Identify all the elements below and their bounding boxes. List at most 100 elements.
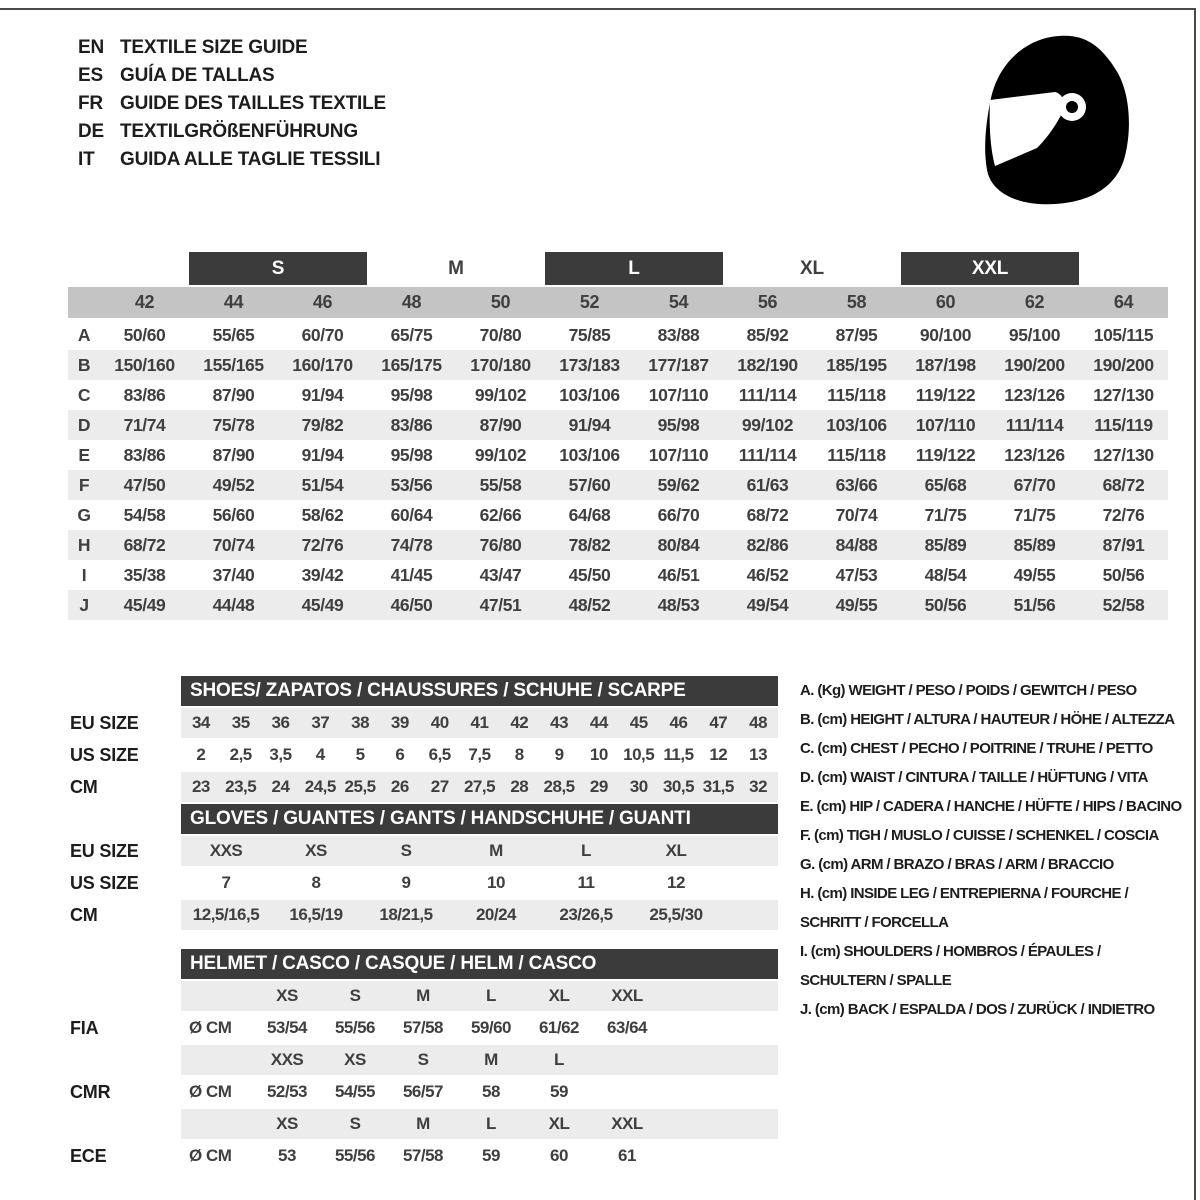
row-letter: F (78, 474, 90, 495)
size-label: S (417, 1050, 429, 1069)
measure-cell: 55/65 (212, 324, 255, 345)
helmet-table: HELMET / CASCO / CASQUE / HELM / CASCO XS… (70, 949, 778, 1171)
value-cell: 10 (589, 745, 608, 764)
measure-cell: 105/115 (1093, 324, 1154, 345)
measure-cell: 91/94 (301, 384, 344, 405)
value-cell: 9 (554, 745, 564, 764)
value-cell: 35 (231, 713, 250, 732)
measure-cell: 72/76 (301, 534, 344, 555)
measure-row-f: F 47/50 49/52 51/54 53/56 55/58 57/60 59/62 61/6… (68, 470, 1168, 500)
measure-cell: 76/80 (479, 534, 522, 555)
measure-cell: 127/130 (1093, 384, 1154, 405)
measure-cell: 56/60 (212, 504, 255, 525)
size-label: XL (548, 1114, 570, 1133)
row-band: 7 8 9 10 11 12 (181, 868, 778, 898)
value-cell: 23,5 (225, 777, 257, 796)
diameter-unit: Ø CM (189, 1018, 232, 1037)
language-row: DE TEXTILGRÖßENFÜHRUNG (78, 118, 386, 146)
value-cell: 28 (510, 777, 529, 796)
row-label: CM (70, 776, 98, 797)
measure-cell: 44/48 (212, 594, 255, 615)
diameter-unit: Ø CM (189, 1082, 232, 1101)
size-label: L (486, 986, 496, 1005)
value-band: Ø CM 52/53 54/55 56/57 58 59 (181, 1077, 778, 1107)
value-cell: 6,5 (428, 745, 452, 764)
measure-cell: 111/114 (738, 384, 797, 405)
measure-cell: 47/50 (123, 474, 166, 495)
language-list: EN TEXTILE SIZE GUIDE ES GUÍA DE TALLAS FR GU… (78, 34, 386, 174)
language-row: FR GUIDE DES TAILLES TEXTILE (78, 90, 386, 118)
measure-cell: 64/68 (568, 504, 611, 525)
value-cell: 40 (430, 713, 449, 732)
measure-cell: 49/55 (1013, 564, 1056, 585)
value-cell: 41 (470, 713, 489, 732)
value-cell: 48 (749, 713, 768, 732)
row-label: US SIZE (70, 744, 139, 765)
size-number-row: 42 44 46 48 50 52 54 56 58 60 62 64 (68, 287, 1168, 318)
row-letter: B (77, 354, 91, 375)
value-cell: 30 (629, 777, 648, 796)
measure-cell: 50/60 (123, 324, 166, 345)
row-letter: I (81, 564, 87, 585)
measure-cell: 87/95 (835, 324, 878, 345)
label-spacer (70, 804, 181, 834)
measure-cell: 95/98 (657, 414, 700, 435)
shoes-table-title: SHOES/ ZAPATOS / CHAUSSURES / SCHUHE / S… (181, 676, 778, 706)
legend-item-c: C. (cm) CHEST / PECHO / POITRINE / TRUHE… (800, 740, 1153, 757)
value-cell: 24 (271, 777, 290, 796)
measure-cell: 185/195 (826, 354, 887, 375)
value-cell: 26 (390, 777, 409, 796)
size-number: 50 (490, 292, 511, 312)
size-label: S (349, 986, 361, 1005)
measure-cell: 49/54 (746, 594, 789, 615)
language-code: ES (78, 65, 103, 86)
measure-cell: 170/180 (470, 354, 531, 375)
size-number: 48 (401, 292, 422, 312)
measure-row-a: A 50/60 55/65 60/70 65/75 70/80 75/85 83/88 85/9… (68, 320, 1168, 350)
value-cell: 27,5 (463, 777, 496, 796)
value-cell: 59 (550, 1082, 568, 1101)
measure-cell: 177/187 (648, 354, 709, 375)
helmet-visor (989, 92, 1064, 166)
measure-cell: 190/200 (1004, 354, 1065, 375)
value-cell: 53 (278, 1146, 296, 1165)
row-letter: D (77, 414, 91, 435)
helmet-size-row: XXS XS S M L (70, 1045, 778, 1075)
measure-cell: 111/114 (1005, 414, 1064, 435)
measure-cell: 99/102 (474, 384, 527, 405)
measure-cell: 85/92 (746, 324, 789, 345)
gloves-table-title-row: GLOVES / GUANTES / GANTS / HANDSCHUHE / … (70, 804, 778, 834)
measure-cell: 53/56 (390, 474, 433, 495)
measure-cell: 58/62 (301, 504, 344, 525)
size-label: M (484, 1050, 498, 1069)
measure-cell: 46/52 (746, 564, 789, 585)
size-group-m: M (448, 257, 464, 279)
language-code: IT (78, 149, 95, 170)
measure-cell: 68/72 (123, 534, 166, 555)
size-number: 62 (1024, 292, 1045, 312)
value-cell: 55/56 (334, 1018, 376, 1037)
measure-row-g: G 54/58 56/60 58/62 60/64 62/66 64/68 66/70 68/7… (68, 500, 1168, 530)
value-cell: 4 (315, 745, 325, 764)
row-letter: C (77, 384, 91, 405)
value-cell: 46 (669, 713, 688, 732)
value-cell: 11 (577, 873, 595, 892)
measure-cell: 39/42 (301, 564, 344, 585)
value-cell: 12,5/16,5 (192, 905, 260, 924)
measure-cell: 79/82 (301, 414, 344, 435)
table-row: EU SIZE 34 35 36 37 38 39 40 41 42 43 44 45 46 47 48 (70, 708, 778, 738)
size-label: XS (276, 1114, 298, 1133)
measure-cell: 95/98 (390, 444, 433, 465)
legend-item-f: F. (cm) TIGH / MUSLO / CUISSE / SCHENKEL… (800, 827, 1159, 844)
size-label: XS (344, 1050, 366, 1069)
value-cell: 63/64 (606, 1018, 648, 1037)
shoes-table-title-row: SHOES/ ZAPATOS / CHAUSSURES / SCHUHE / S… (70, 676, 778, 706)
label-spacer (70, 1109, 181, 1139)
measure-cell: 71/74 (123, 414, 166, 435)
size-label: XL (548, 986, 570, 1005)
measure-cell: 119/122 (915, 444, 976, 465)
measure-cell: 84/88 (835, 534, 878, 555)
measure-cell: 52/58 (1102, 594, 1145, 615)
value-cell: 57/58 (402, 1018, 444, 1037)
helmet-table-title-row: HELMET / CASCO / CASQUE / HELM / CASCO (70, 949, 778, 979)
